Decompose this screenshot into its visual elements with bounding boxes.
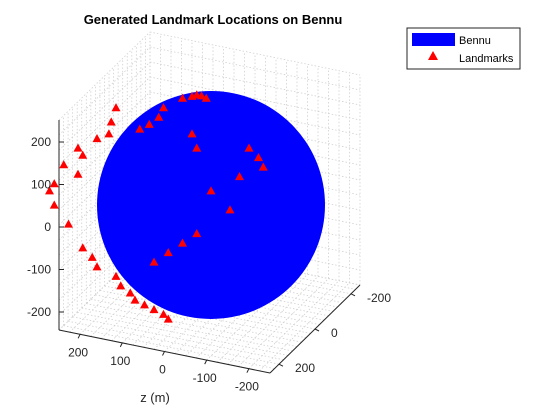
- grid-line: [58, 46, 151, 136]
- grid-line: [58, 76, 151, 166]
- landmark-point: [187, 91, 197, 100]
- grid-line: [58, 91, 151, 181]
- grid-line: [58, 31, 151, 121]
- landmark-point: [59, 160, 69, 169]
- z-tick-mark: [77, 334, 81, 339]
- grid-line: [149, 61, 361, 106]
- landmark-markers: [45, 90, 268, 323]
- landmark-point: [163, 248, 173, 257]
- grid-line: [149, 31, 361, 76]
- z-tick-mark: [204, 359, 208, 365]
- legend-swatch-landmarks: [428, 51, 438, 60]
- legend-label-bennu: Bennu: [459, 35, 491, 47]
- z-tick-label: 100: [110, 354, 130, 368]
- landmark-point: [159, 309, 168, 318]
- vertical-tick-label: 0: [44, 220, 51, 234]
- landmark-point: [178, 93, 187, 102]
- grid-line: [216, 273, 308, 363]
- grid-line: [77, 312, 289, 356]
- landmark-point: [225, 205, 235, 214]
- grid-line: [81, 307, 293, 352]
- landmark-point: [45, 186, 54, 195]
- z-tick-mark: [162, 351, 165, 356]
- right-tick-label: 0: [331, 326, 338, 340]
- tick-labels: 200 100 0 -100 -200 200 100 0 -100 -200 -200 0 200: [27, 135, 391, 394]
- landmark-point: [192, 229, 202, 238]
- landmark-point: [49, 179, 59, 188]
- landmark-point: [144, 119, 154, 128]
- legend: Bennu Landmarks: [406, 27, 521, 70]
- vertical-tick-label: 100: [31, 178, 51, 192]
- landmark-point: [154, 112, 164, 121]
- landmark-point: [201, 93, 211, 102]
- grid-line: [95, 294, 307, 339]
- legend-label-landmarks: Landmarks: [459, 53, 514, 65]
- landmark-point: [149, 257, 159, 266]
- landmark-point: [187, 129, 197, 138]
- z-tick-label: 0: [159, 363, 166, 377]
- landmark-point: [149, 305, 159, 314]
- grid-line: [227, 276, 319, 365]
- grid-line: [72, 316, 284, 361]
- landmark-point: [235, 172, 244, 181]
- z-tick-label: 200: [68, 345, 88, 359]
- z-tick-mark: [119, 342, 123, 348]
- landmark-point: [111, 271, 121, 280]
- landmark-point: [111, 103, 121, 112]
- landmark-point: [78, 150, 88, 159]
- right-tick-mark: [314, 328, 320, 332]
- grid-line: [58, 61, 151, 151]
- landmark-point: [49, 200, 59, 209]
- landmark-point: [178, 238, 187, 247]
- landmark-point: [87, 252, 97, 261]
- landmark-point: [104, 129, 114, 138]
- grid-line: [63, 325, 275, 369]
- landmark-point: [254, 153, 263, 162]
- right-tick-mark: [278, 363, 284, 367]
- landmark-point: [135, 124, 145, 133]
- legend-swatch-bennu: [412, 33, 455, 46]
- landmark-point: [244, 143, 254, 152]
- axes: [58, 120, 361, 374]
- landmark-point: [140, 300, 149, 309]
- grid-line: [86, 303, 298, 347]
- landmark-point: [163, 314, 173, 323]
- bennu-sphere: [97, 91, 325, 319]
- landmark-point: [130, 295, 140, 304]
- landmark-point: [125, 288, 135, 297]
- right-tick-mark: [350, 293, 356, 297]
- landmark-point: [92, 134, 102, 143]
- grid-line: [149, 76, 361, 121]
- right-tick-label: -200: [367, 291, 391, 305]
- landmark-point: [92, 262, 102, 271]
- grid-line: [68, 320, 280, 365]
- landmark-point: [159, 103, 168, 112]
- grid-line: [149, 46, 361, 91]
- landmark-point: [192, 143, 202, 152]
- z-tick-label: -200: [235, 380, 259, 394]
- landmark-point: [73, 143, 83, 152]
- landmark-point: [116, 281, 126, 290]
- landmark-point: [78, 243, 88, 252]
- landmark-point: [258, 162, 268, 171]
- vertical-tick-label: -200: [27, 305, 51, 319]
- landmark-point: [73, 169, 83, 178]
- z-tick-label: -100: [193, 371, 217, 385]
- chart-title: Generated Landmark Locations on Bennu: [84, 12, 343, 27]
- z-axis-label: z (m): [140, 390, 170, 405]
- right-tick-label: 200: [295, 361, 315, 375]
- landmark-point: [106, 117, 116, 126]
- landmark-point: [206, 186, 216, 195]
- vertical-tick-label: -100: [27, 263, 51, 277]
- vertical-tick-label: 200: [31, 135, 51, 149]
- z-tick-mark: [246, 368, 250, 373]
- grid-line: [90, 298, 302, 343]
- landmark-point: [64, 219, 73, 228]
